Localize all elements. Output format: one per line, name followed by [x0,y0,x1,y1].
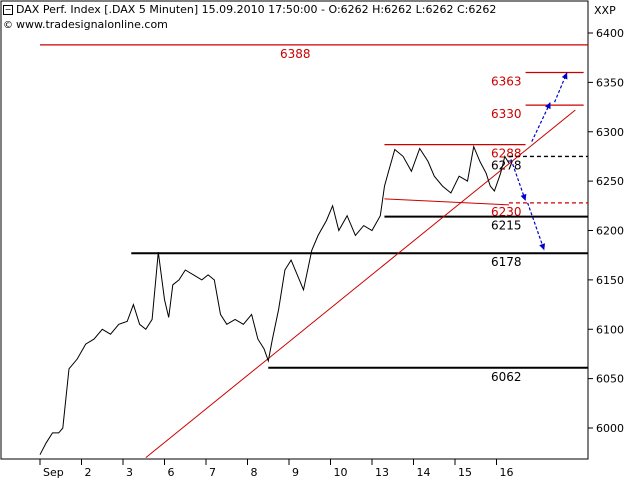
y-tick-label: 6050 [596,373,624,386]
y-tick-label: 6300 [596,126,624,139]
x-tick-label: Sep [43,466,64,479]
x-tick-label: 13 [375,466,389,479]
currency-label: XXP [594,4,616,17]
y-tick-label: 6000 [596,422,624,435]
x-tick-label: 16 [500,466,514,479]
source-url-text: www.tradesignalonline.com [16,18,168,31]
forecast-arrow-shaft [531,101,551,142]
trendline-uptrend [145,109,576,459]
x-tick-label: 8 [251,466,258,479]
forecast-arrowhead [561,72,568,80]
chart-title-text: DAX Perf. Index [.DAX 5 Minuten] 15.09.2… [16,3,497,16]
y-tick-label: 6350 [596,76,624,89]
forecast-arrowhead [545,102,551,110]
x-tick-label: 15 [458,466,472,479]
chart-title: − DAX Perf. Index [.DAX 5 Minuten] 15.09.… [3,3,496,16]
x-tick-label: 10 [334,466,348,479]
level-label: 6288 [491,147,522,161]
y-tick-label: 6250 [596,175,624,188]
level-label: 6330 [491,107,522,121]
source-url: © www.tradesignalonline.com [3,18,168,31]
x-tick-label: 14 [417,466,431,479]
level-label: 6388 [280,47,311,61]
y-tick-label: 6100 [596,323,624,336]
x-tick-label: 6 [168,466,175,479]
y-axis: 6000 6050 6100 6150 6200 6250 6300 6350 6400 [588,27,624,435]
forecast-arrowhead [520,193,527,201]
copyright-icon: © [3,20,13,31]
level-label: 6062 [491,370,522,384]
x-tick-label: 9 [292,466,299,479]
x-axis: Sep 2 3 6 7 8 9 10 13 14 15 16 [39,459,514,479]
level-label: 6215 [491,219,522,233]
level-label: 6230 [491,205,522,219]
level-label: 6363 [491,75,522,89]
x-tick-label: 2 [85,466,92,479]
forecast-arrowhead [539,243,546,251]
forecast-arrows [510,72,568,251]
minus-box-icon[interactable]: − [3,5,13,15]
y-tick-label: 6150 [596,274,624,287]
trendline-channel-bottom [384,198,509,206]
forecast-arrow-shaft [527,202,545,251]
trendlines [145,109,576,459]
price-series-line [39,144,510,455]
level-label: 6178 [491,255,522,269]
x-tick-label: 7 [209,466,216,479]
x-tick-label: 3 [126,466,133,479]
y-tick-label: 6200 [596,225,624,238]
y-tick-label: 6400 [596,27,624,40]
forecast-arrow-shaft [510,159,527,202]
